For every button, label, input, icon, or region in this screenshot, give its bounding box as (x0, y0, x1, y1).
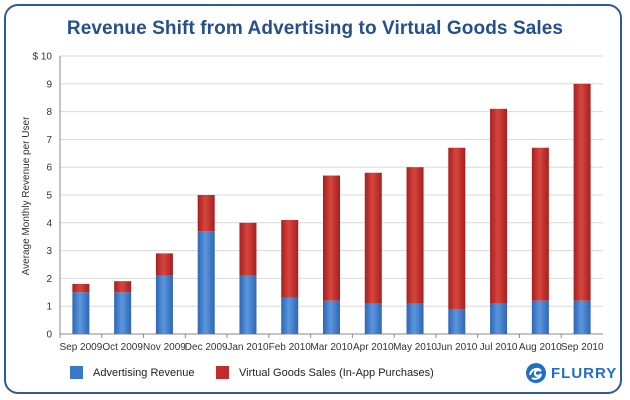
x-tick-label: Dec 2009 (185, 342, 228, 353)
bar-virtual-goods (406, 167, 424, 304)
y-tick-label: $ 10 (33, 52, 53, 63)
x-tick-label: May 2010 (393, 342, 437, 353)
bar-advertising (72, 292, 90, 334)
bar-virtual-goods (281, 220, 299, 298)
bar-advertising (364, 303, 382, 334)
bar-advertising (114, 292, 132, 334)
bar-virtual-goods (490, 108, 508, 304)
y-tick-label: 8 (46, 107, 52, 118)
x-tick-label: Sep 2010 (561, 342, 604, 353)
tick-labels: 0 1 2 3 4 5 6 7 8 9 $ 10 Sep 2009 Oct 2009 Nov 2009De… (33, 52, 604, 354)
legend-label-advertising: Advertising Revenue (93, 366, 195, 379)
flurry-swirl-icon (526, 363, 546, 383)
bar-virtual-goods (448, 147, 466, 309)
chart-title: Revenue Shift from Advertising to Virtua… (66, 18, 564, 39)
bar-advertising (323, 300, 340, 334)
legend-item-advertising: Advertising Revenue (70, 366, 195, 379)
legend-label-virtual-goods: Virtual Goods Sales (In-App Purchases) (239, 366, 434, 379)
legend-swatch-virtual-goods (216, 366, 229, 379)
bar-advertising (573, 300, 591, 334)
bar-virtual-goods (114, 281, 132, 293)
bar-virtual-goods (72, 283, 90, 293)
y-tick-label: 2 (46, 274, 52, 285)
bar-advertising (406, 303, 424, 334)
x-tick-label: Oct 2009 (102, 342, 143, 353)
bar-virtual-goods (531, 147, 549, 301)
x-tick-label: Apr 2010 (353, 342, 394, 353)
bar-virtual-goods (323, 175, 340, 301)
flurry-logo-text: FLURRY (551, 364, 618, 382)
x-tick-label: Jul 2010 (480, 342, 518, 353)
bar-advertising (490, 303, 508, 334)
y-tick-label: 0 (46, 330, 52, 341)
legend-swatch-advertising (70, 366, 83, 379)
bar-virtual-goods (239, 222, 257, 276)
bar-advertising (531, 300, 549, 334)
y-tick-label: 3 (46, 246, 52, 257)
bar-virtual-goods (573, 83, 591, 301)
bar-virtual-goods (364, 172, 382, 304)
x-tick-label: Jun 2010 (436, 342, 478, 353)
y-tick-label: 4 (46, 218, 52, 229)
flurry-logo: FLURRY (525, 362, 617, 384)
bars (72, 83, 591, 334)
bar-advertising (155, 275, 173, 334)
y-tick-label: 6 (46, 163, 52, 174)
bar-virtual-goods (155, 253, 173, 276)
y-tick-label: 5 (46, 191, 52, 202)
x-tick-label: Mar 2010 (310, 342, 353, 353)
x-tick-label: Nov 2009 (143, 342, 186, 353)
x-tick-label: Jan 2010 (227, 342, 269, 353)
bar-advertising (197, 231, 215, 334)
bar-advertising (239, 275, 257, 334)
x-tick-label: Sep 2009 (59, 342, 102, 353)
bar-virtual-goods (197, 195, 215, 232)
y-tick-label: 1 (46, 302, 52, 313)
legend-item-virtual-goods: Virtual Goods Sales (In-App Purchases) (216, 366, 434, 379)
y-axis-label: Average Monthly Revenue per User (21, 116, 32, 275)
y-tick-label: 9 (46, 79, 52, 90)
y-tick-label: 7 (46, 135, 52, 146)
bar-advertising (281, 297, 299, 334)
bar-advertising (448, 308, 466, 334)
chart-frame (4, 4, 622, 394)
x-tick-label: Feb 2010 (269, 342, 312, 353)
x-tick-label: Aug 2010 (519, 342, 562, 353)
